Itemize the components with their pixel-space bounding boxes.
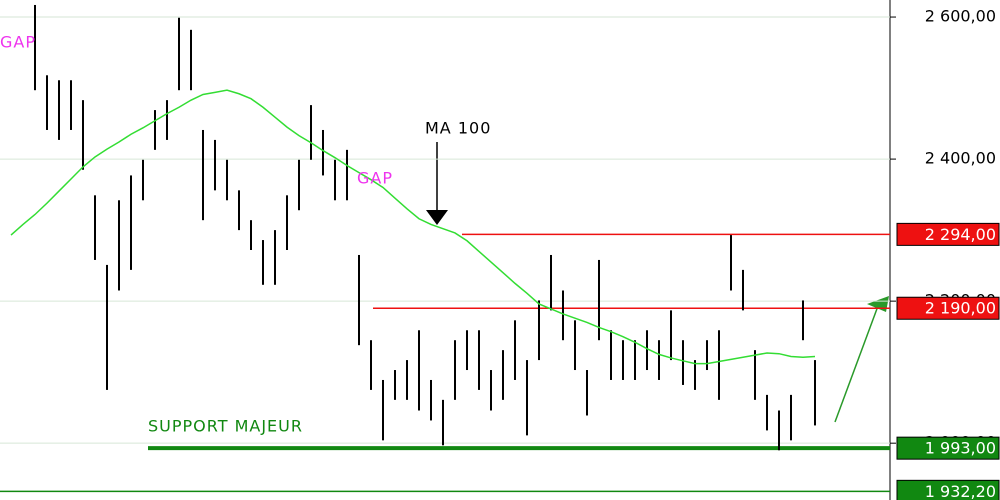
annotation: GAP xyxy=(357,169,393,188)
price-box xyxy=(896,479,1000,500)
moving-average-line xyxy=(10,89,816,365)
price-box xyxy=(896,296,1000,320)
trend-arrow xyxy=(834,305,879,423)
annotation: SUPPORT MAJEUR xyxy=(148,417,303,436)
price-box xyxy=(896,222,1000,246)
y-tick-label: 2 400,00 xyxy=(925,149,996,168)
y-tick-label: 2 600,00 xyxy=(925,7,996,26)
annotation-arrowhead xyxy=(426,210,448,225)
trend-arrowhead xyxy=(867,296,889,312)
price-box-label: 1 932,20 xyxy=(925,482,996,500)
price-box-label: 1 993,00 xyxy=(925,439,996,458)
price-box xyxy=(896,436,1000,460)
price-box-label: 2 294,00 xyxy=(925,225,996,244)
annotation: MA 100 xyxy=(425,119,491,138)
annotation: GAP xyxy=(0,33,36,52)
price-box-label: 2 190,00 xyxy=(925,299,996,318)
